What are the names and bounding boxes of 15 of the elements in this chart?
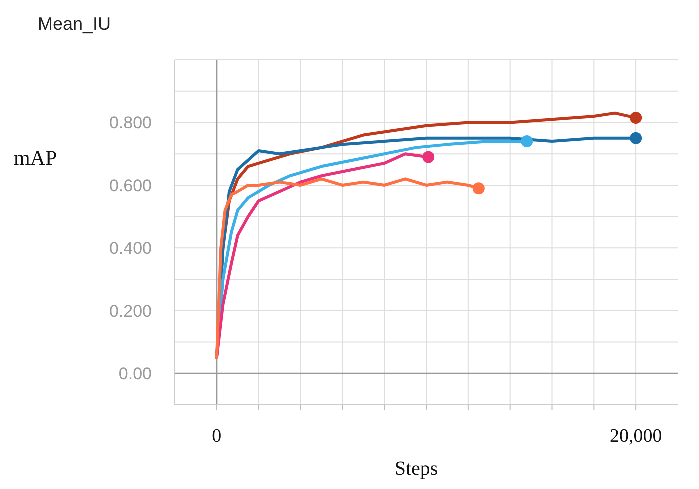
point: [630, 132, 642, 144]
point: [472, 182, 485, 195]
y-tick-label: 0.600: [109, 176, 152, 196]
point: [630, 112, 642, 124]
chart-title: Mean_IU: [38, 14, 112, 34]
x-tick-label: 0: [212, 426, 222, 447]
y-axis-title: mAP: [14, 146, 58, 170]
y-tick-label: 0.400: [109, 239, 152, 258]
y-tick-label: 0.00: [118, 364, 152, 384]
x-axis-title: Steps: [394, 458, 438, 480]
y-tick-label: 0.200: [109, 302, 152, 321]
y-tick-label: 0.800: [109, 114, 152, 133]
point: [521, 136, 534, 148]
point: [422, 151, 435, 164]
x-tick-label: 20,000: [610, 426, 662, 447]
